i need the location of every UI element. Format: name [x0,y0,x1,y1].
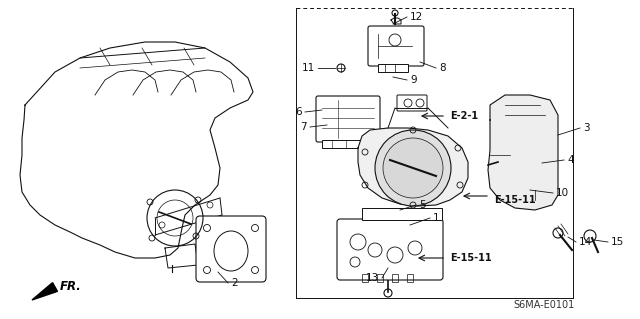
Polygon shape [488,95,558,210]
Bar [377,274,383,282]
Text: 14: 14 [579,237,592,247]
Text: 8: 8 [439,63,445,73]
FancyBboxPatch shape [196,216,266,282]
Text: 6: 6 [296,107,302,117]
Text: E-15-11: E-15-11 [450,253,492,263]
Circle shape [375,130,451,206]
Text: S6MA-E0101: S6MA-E0101 [514,300,575,310]
Text: 11: 11 [301,63,315,73]
Polygon shape [358,128,468,206]
Text: 2: 2 [231,278,237,288]
Text: 12: 12 [410,12,423,22]
FancyBboxPatch shape [337,219,443,280]
Circle shape [383,138,443,198]
Text: E-15-11: E-15-11 [494,195,536,205]
Bar [407,274,413,282]
Text: FR.: FR. [60,279,82,293]
FancyBboxPatch shape [397,95,427,111]
Bar [322,140,362,148]
Text: 9: 9 [410,75,417,85]
FancyBboxPatch shape [316,96,380,142]
Text: 5: 5 [419,200,426,210]
Text: 3: 3 [583,123,589,133]
Text: E-2-1: E-2-1 [450,111,478,121]
Polygon shape [32,283,58,300]
Text: 7: 7 [300,122,307,132]
Text: 15: 15 [611,237,624,247]
Text: 10: 10 [556,188,569,198]
Bar [362,208,442,220]
Bar [392,274,398,282]
Bar [362,274,368,282]
FancyBboxPatch shape [368,26,424,66]
Text: 4: 4 [567,155,573,165]
Bar [378,64,408,72]
Text: 13: 13 [365,273,379,283]
Text: 1: 1 [433,213,440,223]
